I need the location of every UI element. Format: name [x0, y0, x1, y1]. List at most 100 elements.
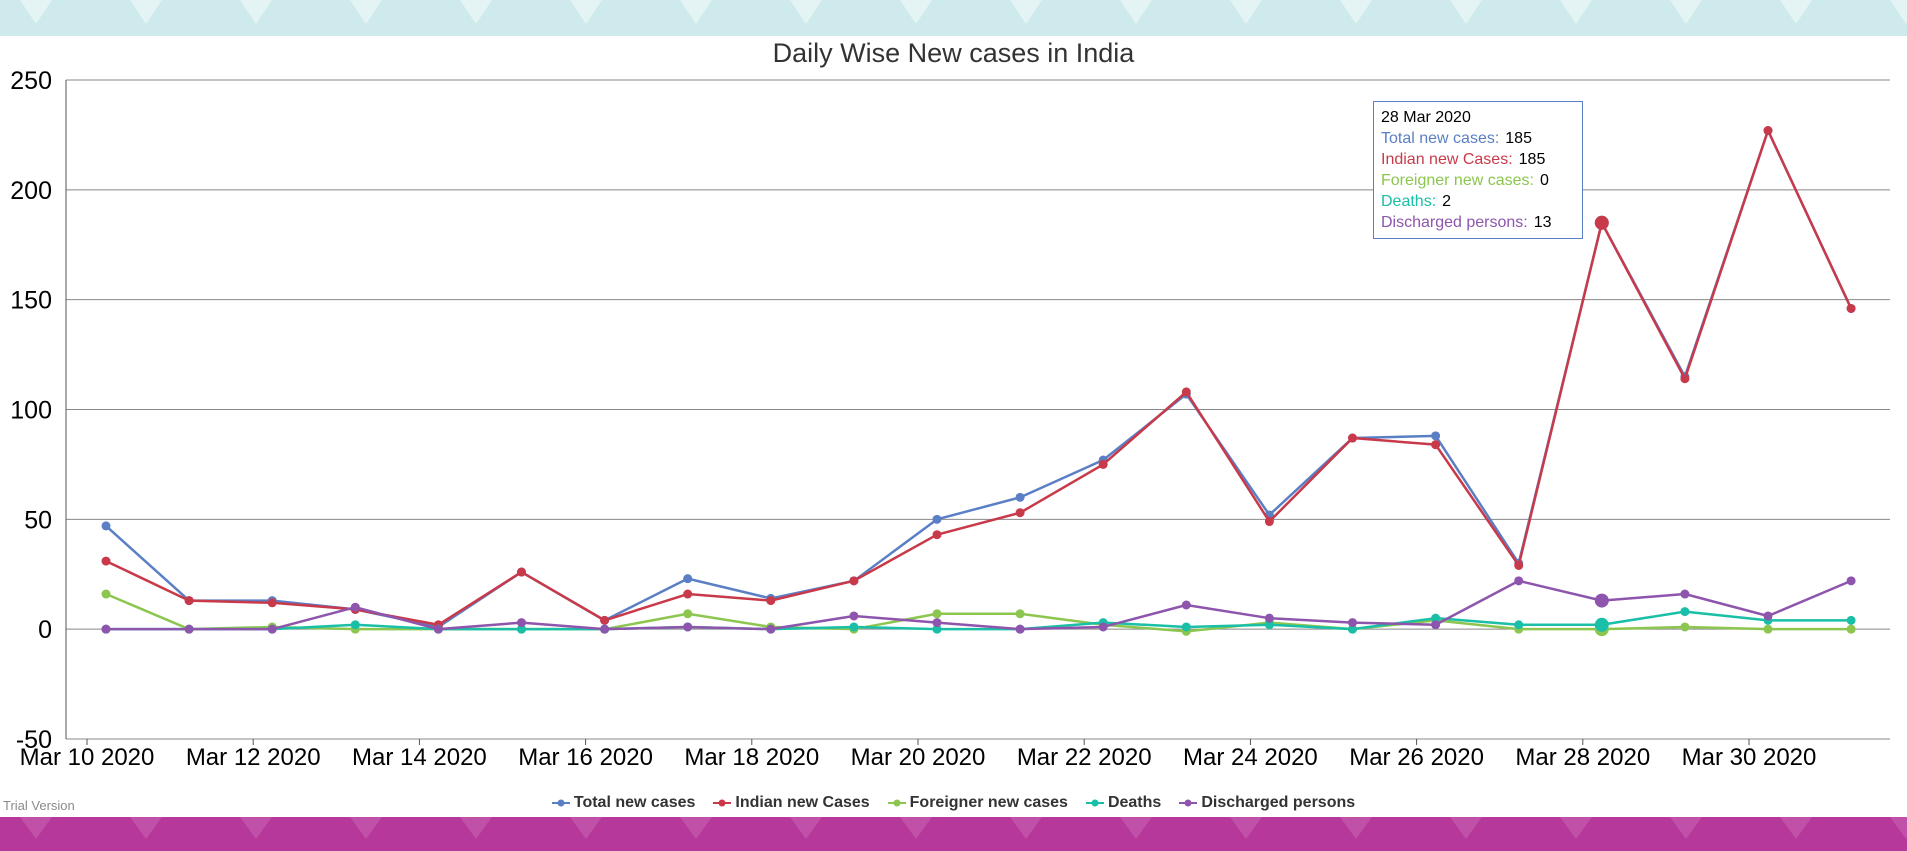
- tooltip-label: Total new cases:: [1381, 130, 1500, 147]
- data-point: [101, 624, 111, 634]
- series-line: [106, 579, 1852, 631]
- legend-label: Deaths: [1107, 794, 1162, 811]
- legend-item-discharged[interactable]: Discharged persons: [1179, 794, 1355, 812]
- legend-label: Discharged persons: [1201, 794, 1356, 811]
- data-point: [683, 622, 693, 632]
- data-point: [1015, 624, 1025, 634]
- data-point: [1680, 589, 1690, 599]
- legend-item-indian[interactable]: Indian new Cases: [713, 794, 870, 812]
- chart-legend: Total new cases Indian new Cases Foreign…: [0, 794, 1907, 812]
- data-point: [267, 598, 277, 608]
- x-tick-label: Mar 16 2020: [518, 744, 653, 771]
- data-point: [932, 530, 942, 540]
- data-point: [1594, 215, 1609, 230]
- legend-item-foreigner[interactable]: Foreigner new cases: [887, 794, 1068, 812]
- y-tick-label: -50: [16, 726, 52, 754]
- data-point: [1763, 611, 1773, 621]
- data-point: [1680, 622, 1690, 632]
- data-point: [849, 576, 859, 586]
- data-point: [1264, 613, 1274, 623]
- data-point: [1431, 620, 1441, 630]
- data-point: [932, 624, 942, 634]
- data-point: [184, 596, 194, 606]
- x-tick-label: Mar 12 2020: [186, 744, 321, 771]
- data-point: [1514, 620, 1524, 630]
- legend-marker: [1085, 799, 1104, 807]
- x-tick-label: Mar 18 2020: [684, 744, 819, 771]
- data-point: [101, 556, 111, 566]
- data-point: [1181, 600, 1191, 610]
- data-point: [683, 589, 693, 599]
- y-tick-label: 0: [38, 616, 52, 644]
- data-point: [1098, 622, 1108, 632]
- legend-marker: [713, 799, 732, 807]
- tooltip-row-deaths: Deaths: 2: [1381, 191, 1575, 212]
- trial-watermark: Trial Version: [3, 798, 75, 813]
- chart-tooltip: 28 Mar 2020 Total new cases: 185 Indian n…: [1373, 101, 1583, 239]
- data-point: [766, 624, 776, 634]
- data-point: [1348, 618, 1357, 628]
- data-point: [350, 620, 360, 630]
- legend-marker: [551, 799, 570, 807]
- series-line: [105, 129, 1853, 627]
- data-point: [1594, 617, 1609, 632]
- data-point: [1098, 459, 1108, 469]
- data-point: [1015, 609, 1025, 619]
- tooltip-label: Deaths:: [1381, 193, 1437, 210]
- data-point: [267, 624, 277, 634]
- tooltip-label: Discharged persons:: [1381, 214, 1528, 231]
- data-point: [1514, 576, 1524, 586]
- legend-item-total[interactable]: Total new cases: [551, 794, 695, 812]
- data-point: [600, 624, 610, 634]
- legend-label: Indian new Cases: [735, 794, 870, 811]
- data-point: [1594, 593, 1609, 608]
- series-line: [106, 610, 1852, 631]
- data-point: [517, 624, 526, 634]
- data-point: [1846, 303, 1856, 313]
- y-tick-label: 100: [10, 397, 52, 425]
- tooltip-row-indian: Indian new Cases: 185: [1381, 149, 1575, 170]
- legend-marker: [887, 799, 906, 807]
- data-point: [517, 618, 526, 628]
- data-point: [1431, 431, 1441, 441]
- data-point: [433, 624, 443, 634]
- tooltip-value: 0: [1539, 172, 1549, 189]
- data-point: [932, 514, 942, 524]
- tooltip-value: 185: [1518, 151, 1546, 168]
- tooltip-label: Indian new Cases:: [1381, 151, 1513, 168]
- legend-marker: [1179, 799, 1198, 807]
- data-point: [683, 574, 693, 584]
- series-line: [105, 129, 1853, 629]
- y-tick-label: 50: [24, 506, 52, 534]
- data-point: [1348, 433, 1357, 443]
- tooltip-label: Foreigner new cases:: [1381, 172, 1534, 189]
- x-tick-label: Mar 10 2020: [20, 744, 155, 771]
- top-decorative-band: [0, 0, 1907, 36]
- data-point: [1431, 613, 1441, 623]
- data-point: [1015, 492, 1025, 502]
- chart-title: Daily Wise New cases in India: [772, 38, 1135, 68]
- data-point: [350, 602, 360, 612]
- data-point: [1680, 607, 1690, 617]
- data-point: [683, 609, 693, 619]
- data-point: [101, 521, 111, 531]
- data-point: [1264, 517, 1274, 527]
- tooltip-value: 185: [1505, 130, 1532, 147]
- data-point: [766, 596, 776, 606]
- data-point: [1264, 620, 1274, 630]
- data-point: [1763, 624, 1773, 634]
- data-point: [1763, 126, 1773, 136]
- y-tick-label: 200: [10, 177, 52, 205]
- x-tick-label: Mar 24 2020: [1183, 744, 1318, 771]
- tooltip-date: 28 Mar 2020: [1381, 109, 1471, 126]
- data-point: [1348, 624, 1357, 634]
- legend-label: Foreigner new cases: [909, 794, 1068, 811]
- x-tick-label: Mar 30 2020: [1682, 744, 1817, 771]
- y-tick-label: 150: [10, 287, 52, 315]
- legend-item-deaths[interactable]: Deaths: [1085, 794, 1162, 812]
- data-point: [1680, 374, 1690, 384]
- tooltip-value: 13: [1533, 214, 1552, 231]
- data-point: [932, 618, 942, 628]
- data-point: [600, 615, 610, 625]
